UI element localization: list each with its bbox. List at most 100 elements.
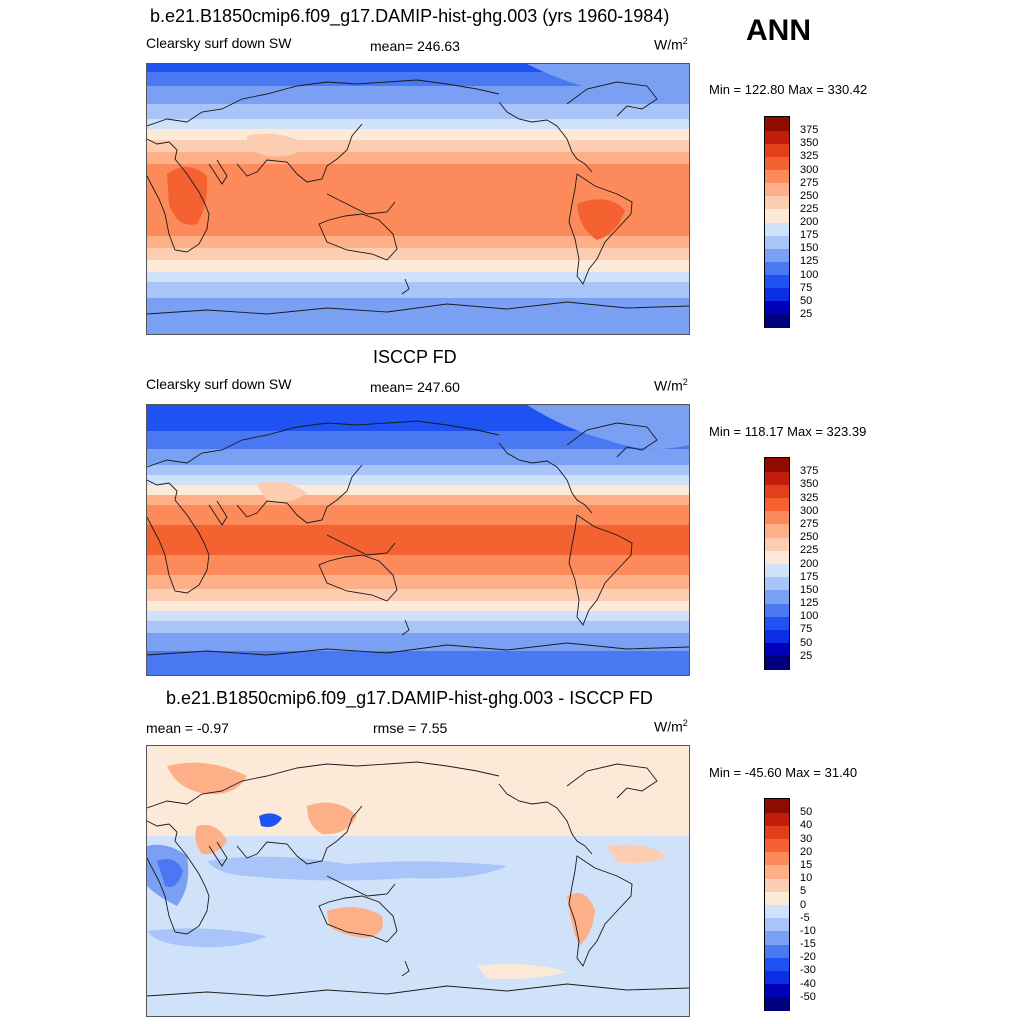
colorbar-tick-label: 350 bbox=[800, 137, 819, 150]
map-band bbox=[147, 621, 689, 633]
coastline bbox=[236, 464, 363, 524]
colorbar-box bbox=[765, 851, 789, 866]
colorbar-tick-label: 50 bbox=[800, 294, 813, 307]
colorbar-tick-label: 0 bbox=[800, 898, 807, 911]
panel-3-minmax: Min = -45.60 Max = 31.40 bbox=[709, 765, 858, 780]
map-band bbox=[147, 140, 689, 152]
map-band bbox=[147, 431, 689, 449]
panel-2-title: ISCCP FD bbox=[373, 347, 457, 367]
coastline bbox=[326, 193, 396, 215]
map-band bbox=[147, 485, 689, 495]
colorbar-box bbox=[765, 576, 789, 591]
colorbar-box bbox=[765, 655, 789, 670]
colorbar-box bbox=[765, 957, 789, 971]
colorbar-box bbox=[765, 156, 789, 170]
colorbar-box bbox=[765, 970, 789, 985]
colorbar-box bbox=[765, 523, 789, 538]
colorbar-box bbox=[765, 930, 789, 945]
coastline bbox=[318, 213, 398, 261]
colorbar-box bbox=[765, 799, 789, 813]
map-blob bbox=[167, 762, 247, 795]
panel-1-mean-label: mean= 246.63 bbox=[370, 38, 460, 54]
panel-1-colorbar: 25 50 75 100 125 150 175 200 225 250 275 300 325 350 3… bbox=[764, 116, 818, 328]
map-band bbox=[147, 104, 689, 119]
panel-2-colorbar: 25 50 75 100 125 150 175 200 225 250 275 300 325 350 3… bbox=[764, 457, 818, 670]
coastline bbox=[208, 159, 228, 185]
coastline bbox=[147, 420, 500, 468]
colorbar-box bbox=[765, 261, 789, 275]
colorbar-box bbox=[765, 891, 789, 905]
colorbar-box bbox=[765, 904, 789, 919]
coastline bbox=[498, 783, 593, 855]
colorbar-tick-label: 50 bbox=[800, 806, 813, 819]
colorbar-tick-label: -15 bbox=[800, 938, 816, 951]
panel-3-map-svg bbox=[147, 746, 689, 1016]
colorbar-box bbox=[765, 195, 789, 210]
coastline bbox=[326, 875, 396, 897]
colorbar-box bbox=[765, 603, 789, 617]
colorbar-tick-label: 15 bbox=[800, 858, 813, 871]
colorbar-box bbox=[765, 629, 789, 644]
map-band bbox=[147, 589, 689, 601]
colorbar-tick-label: 75 bbox=[800, 623, 813, 636]
colorbar-tick-label: 375 bbox=[800, 465, 819, 478]
colorbar-tick-label: 300 bbox=[800, 504, 819, 517]
colorbar-tick-label: -30 bbox=[800, 964, 816, 977]
coastline bbox=[401, 960, 410, 977]
colorbar-tick-label: 225 bbox=[800, 544, 819, 557]
colorbar-tick-label: 325 bbox=[800, 150, 819, 163]
panel-3-units-label: W/m2 bbox=[654, 718, 688, 735]
map-blob bbox=[247, 133, 307, 157]
colorbar-box bbox=[765, 537, 789, 551]
colorbar-tick-label: 175 bbox=[800, 229, 819, 242]
colorbar-tick-label: 125 bbox=[800, 597, 819, 610]
map-blob bbox=[607, 844, 667, 864]
colorbar-tick-label: 50 bbox=[800, 636, 813, 649]
map-band bbox=[147, 64, 689, 72]
panel-1-minmax: Min = 122.80 Max = 330.42 bbox=[709, 82, 868, 97]
map-blob bbox=[577, 199, 625, 240]
colorbar-tick-label: -40 bbox=[800, 977, 816, 990]
colorbar-tick-label: 275 bbox=[800, 176, 819, 189]
colorbar-box bbox=[765, 996, 789, 1011]
map-band bbox=[147, 449, 689, 465]
colorbar-tick-label: 30 bbox=[800, 832, 813, 845]
coastline bbox=[401, 278, 410, 295]
map-band bbox=[147, 495, 689, 505]
map-blob bbox=[147, 746, 689, 820]
map-blob bbox=[527, 405, 689, 449]
map-blob bbox=[567, 893, 595, 946]
colorbar-tick-label: -10 bbox=[800, 924, 816, 937]
colorbar-box bbox=[765, 235, 789, 249]
colorbar-box bbox=[765, 944, 789, 958]
coastline bbox=[147, 138, 210, 253]
map-band bbox=[147, 633, 689, 651]
map-band bbox=[147, 119, 689, 129]
coastline bbox=[566, 422, 658, 458]
coastline bbox=[236, 123, 363, 183]
map-band bbox=[147, 236, 689, 248]
colorbar-tick-label: 250 bbox=[800, 189, 819, 202]
panel-1-variable-label: Clearsky surf down SW bbox=[146, 35, 292, 51]
panel-2-map bbox=[146, 404, 690, 676]
colorbar-tick-label: 275 bbox=[800, 517, 819, 530]
map-band bbox=[147, 611, 689, 621]
coastline bbox=[236, 805, 363, 865]
colorbar-tick-label: 175 bbox=[800, 570, 819, 583]
map-band bbox=[147, 555, 689, 575]
colorbar-tick-label: 100 bbox=[800, 610, 819, 623]
panel-2-map-svg bbox=[147, 405, 689, 675]
coastline bbox=[568, 855, 633, 967]
map-band bbox=[147, 465, 689, 475]
colorbar-box bbox=[765, 117, 789, 131]
panel-3-rmse-label: rmse = 7.55 bbox=[373, 720, 448, 736]
colorbar-box bbox=[765, 313, 789, 328]
map-band bbox=[147, 248, 689, 260]
colorbar-tick-label: 350 bbox=[800, 478, 819, 491]
panel-1-units-label: W/m2 bbox=[654, 36, 688, 53]
coastline bbox=[566, 81, 658, 117]
colorbar-box bbox=[765, 130, 789, 144]
panel-2-units-label: W/m2 bbox=[654, 377, 688, 394]
colorbar-box bbox=[765, 222, 789, 236]
colorbar-tick-label: 100 bbox=[800, 268, 819, 281]
